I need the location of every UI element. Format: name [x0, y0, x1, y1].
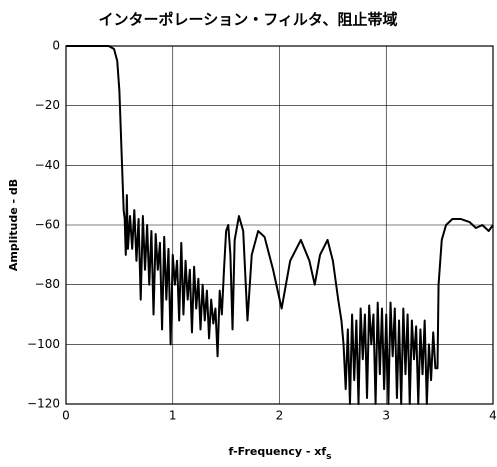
x-tick-label: 4: [489, 409, 497, 423]
response-line: [66, 45, 494, 405]
y-tick-label: −20: [35, 98, 60, 112]
y-tick-label: −80: [35, 277, 60, 291]
x-tick-label: 2: [276, 409, 284, 423]
y-tick-label: −60: [35, 218, 60, 232]
y-axis-label: Amplitude - dB: [7, 179, 20, 271]
y-tick-label: −120: [27, 397, 60, 411]
x-axis-label-subscript: s: [326, 452, 331, 462]
y-tick-label: 0: [52, 39, 60, 53]
y-tick-label: −40: [35, 158, 60, 172]
y-tick-label: −100: [27, 337, 60, 351]
x-tick-label: 3: [382, 409, 390, 423]
x-tick-label: 0: [62, 409, 70, 423]
x-axis-label-main: f-Frequency - xf: [228, 445, 326, 458]
x-tick-label: 1: [169, 409, 177, 423]
chart-title: インターポレーション・フィルタ、阻止帯域: [99, 11, 398, 29]
x-axis-label: f-Frequency - xfs: [228, 445, 331, 462]
